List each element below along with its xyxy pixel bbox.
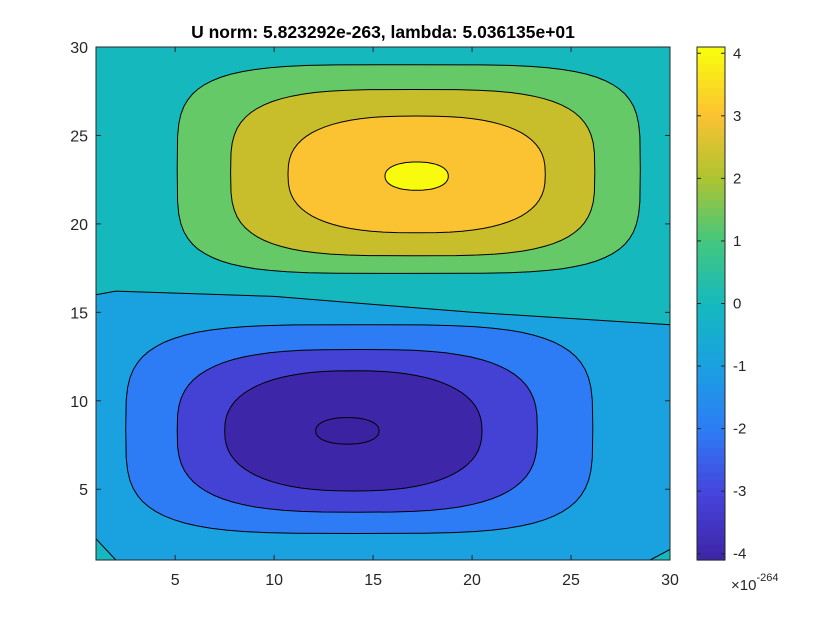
colorbar-swatch — [697, 167, 725, 176]
y-tick-label: 5 — [79, 482, 88, 499]
colorbar-swatch — [697, 399, 725, 409]
x-tick-label: 20 — [463, 572, 481, 589]
y-tick-label: 30 — [70, 40, 88, 57]
colorbar-swatch — [697, 71, 725, 80]
colorbar-swatch — [697, 271, 725, 281]
colorbar-tick-label: -3 — [733, 483, 746, 500]
colorbar-exponent-power: -264 — [756, 572, 778, 584]
x-tick-label: 30 — [661, 572, 679, 589]
x-tick-label: 10 — [265, 572, 283, 589]
contour-band-neg5 — [315, 417, 380, 445]
x-tick-label: 25 — [562, 572, 580, 589]
colorbar-swatch — [697, 471, 725, 481]
y-axis: 5 10 15 20 25 30 — [70, 40, 670, 499]
colorbar-tick-label: 0 — [733, 296, 741, 313]
colorbar-swatch — [697, 287, 725, 297]
colorbar-swatch — [697, 383, 725, 393]
colorbar-swatch — [697, 151, 725, 160]
colorbar-swatch — [697, 135, 725, 144]
colorbar-swatch — [697, 175, 725, 184]
colorbar-swatch — [697, 463, 725, 473]
colorbar-swatch — [697, 495, 725, 505]
colorbar-swatch — [697, 239, 725, 248]
colorbar-swatch — [697, 119, 725, 128]
colorbar-swatch — [697, 359, 725, 369]
colorbar-tick-label: 4 — [733, 45, 741, 62]
y-tick-label: 15 — [70, 305, 88, 322]
colorbar-exponent-base: ×10 — [731, 577, 756, 594]
colorbar-swatch — [697, 519, 725, 529]
colorbar-swatch — [697, 103, 725, 112]
colorbar-swatch — [697, 63, 725, 72]
colorbar-exponent: ×10-264 — [731, 572, 778, 594]
colorbar-tick-label: -1 — [733, 358, 746, 375]
x-tick-label: 15 — [364, 572, 382, 589]
colorbar-swatch — [697, 391, 725, 401]
colorbar-swatch — [697, 375, 725, 385]
colorbar-swatch — [697, 423, 725, 433]
colorbar-swatch — [697, 55, 725, 64]
colorbar-swatch — [697, 215, 725, 224]
colorbar-swatch — [697, 143, 725, 152]
colorbar-swatch — [697, 199, 725, 208]
colorbar-swatch — [697, 415, 725, 425]
colorbar-swatch — [697, 535, 725, 545]
plot-frame — [95, 46, 671, 561]
colorbar-tick-label: 1 — [733, 233, 741, 250]
colorbar-tick-label: 2 — [733, 170, 741, 187]
colorbar-swatch — [697, 543, 725, 553]
x-tick-label: 5 — [171, 572, 180, 589]
colorbar-swatch — [697, 223, 725, 232]
colorbar-swatch — [697, 183, 725, 192]
colorbar-tick-label: -2 — [733, 421, 746, 438]
x-axis: 5 10 15 20 25 30 — [171, 47, 679, 589]
colorbar-swatch — [697, 255, 725, 265]
colorbar-swatch — [697, 311, 725, 321]
colorbar-swatch — [697, 231, 725, 240]
colorbar-ticks: -4 -3 -2 -1 0 1 2 3 4 — [697, 45, 746, 563]
colorbar-swatch — [697, 191, 725, 200]
colorbar-swatch — [697, 247, 725, 257]
chart-title: U norm: 5.823292e-263, lambda: 5.036135e… — [191, 22, 575, 42]
colorbar-swatch — [697, 503, 725, 513]
colorbar-swatch — [697, 207, 725, 216]
colorbar-swatch — [697, 447, 725, 457]
colorbar-swatch — [697, 79, 725, 88]
colorbar-tick-label: 3 — [733, 108, 741, 125]
colorbar-tick-label: -4 — [733, 546, 746, 563]
colorbar-swatch — [697, 439, 725, 449]
y-tick-label: 10 — [70, 394, 88, 411]
colorbar-swatch — [697, 431, 725, 441]
colorbar-swatch — [697, 351, 725, 361]
colorbar-swatch — [697, 47, 725, 56]
colorbar-swatch — [697, 279, 725, 289]
colorbar-swatch — [697, 263, 725, 273]
colorbar — [697, 47, 725, 561]
colorbar-swatch — [697, 319, 725, 329]
colorbar-swatch — [697, 95, 725, 104]
colorbar-swatch — [697, 367, 725, 377]
y-tick-label: 20 — [70, 217, 88, 234]
colorbar-swatch — [697, 407, 725, 417]
plot-area — [95, 47, 671, 561]
colorbar-swatch — [697, 127, 725, 136]
colorbar-swatch — [697, 303, 725, 313]
colorbar-swatch — [697, 111, 725, 120]
colorbar-swatch — [697, 487, 725, 497]
colorbar-swatch — [697, 335, 725, 345]
colorbar-swatch — [697, 527, 725, 537]
colorbar-swatch — [697, 479, 725, 489]
colorbar-swatch — [697, 295, 725, 305]
contour-band-pos4 — [384, 161, 449, 191]
colorbar-swatch — [697, 511, 725, 521]
y-tick-label: 25 — [70, 128, 88, 145]
colorbar-swatch — [697, 327, 725, 337]
colorbar-swatch — [697, 159, 725, 168]
colorbar-swatch — [697, 87, 725, 96]
colorbar-swatch — [697, 455, 725, 465]
colorbar-swatch — [697, 343, 725, 353]
colorbar-swatch — [697, 551, 725, 561]
